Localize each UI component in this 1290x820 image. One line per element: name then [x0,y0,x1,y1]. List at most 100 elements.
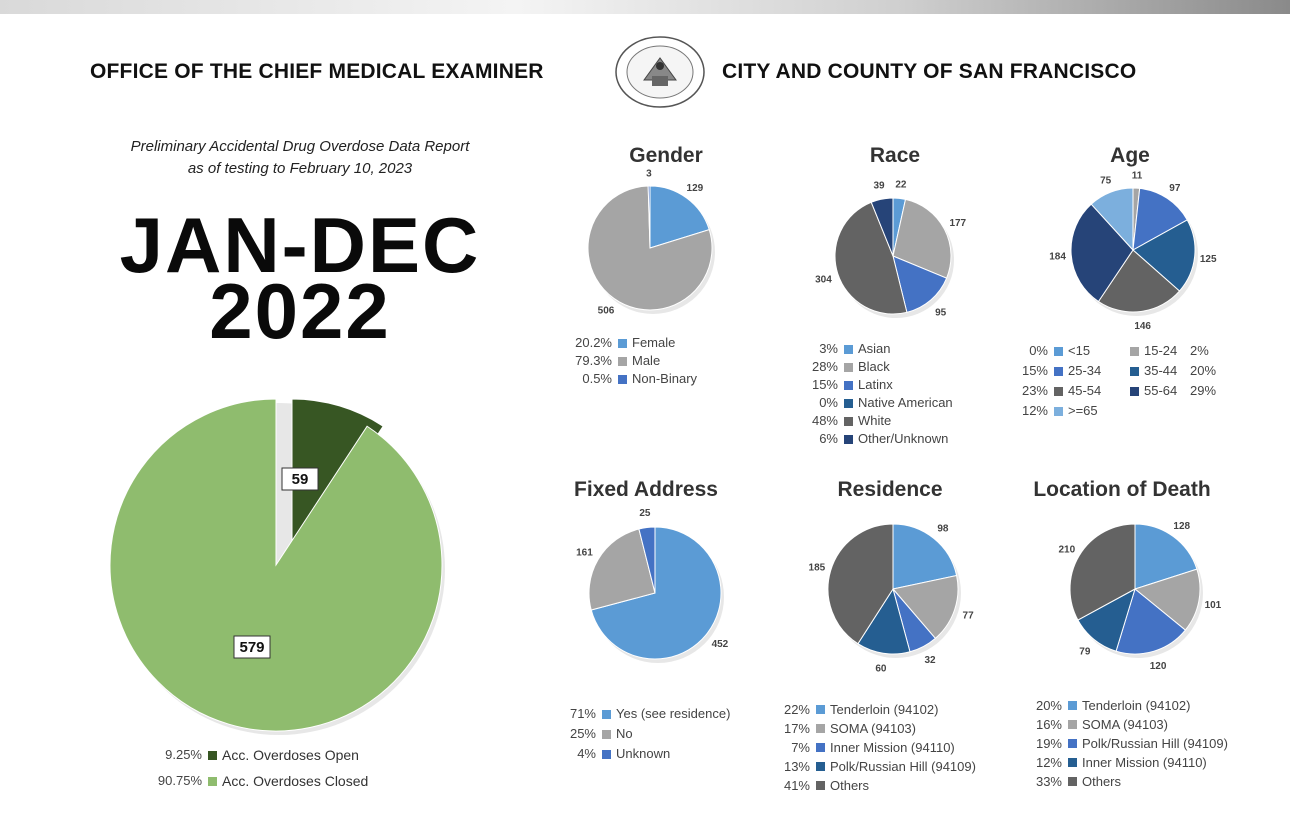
legend-swatch [1130,386,1139,396]
legend-swatch [816,724,825,733]
legend-row: 15% Latinx [790,376,953,394]
status-value-label-0: 59 [292,471,309,488]
legend-swatch [1054,366,1063,376]
legend-swatch [844,398,853,408]
age-value-label-6: 75 [1100,175,1112,186]
address-value-label-1: 161 [576,547,593,558]
location-slice-2 [1115,588,1187,655]
race-slice-1 [892,198,952,279]
legend-percent: 41% [783,777,810,793]
legend-percent: 28% [811,359,838,374]
legend-item: 15-24 2% [1130,342,1209,360]
legend-row: 15% 25-34 35-44 20% [1020,361,1216,381]
legend-label: SOMA (94103) [830,720,916,736]
legend-swatch [618,338,627,348]
legend-row: 71% Yes (see residence) [560,704,730,724]
legend-label: Inner Mission (94110) [1082,754,1207,770]
legend-row: 0.5% Non-Binary [560,370,697,388]
legend-percent: 22% [783,701,810,717]
race-slice-5 [870,197,894,257]
legend-label: 25-34 [1068,363,1102,378]
location-pie: 128 101 120 79 210 [1059,521,1222,672]
legend-row: 9.25% Acc. Overdoses Open [150,742,368,768]
gender-slice-1 [587,185,713,311]
legend-percent: 7% [791,739,810,755]
residence-value-label-1: 77 [963,610,975,621]
legend-swatch [1130,346,1139,356]
legend-item: 15% 25-34 [1020,362,1130,380]
legend-percent: 20% [1190,363,1217,378]
legend-row: 20% Tenderloin (94102) [1030,696,1228,715]
report-period: JAN-DEC 2022 [80,206,520,355]
legend-swatch [1068,701,1077,710]
race-slice-2 [892,255,948,313]
location-value-label-1: 101 [1205,600,1222,611]
residence-chart-title: Residence [837,478,943,501]
legend-label: 45-54 [1068,383,1102,398]
status-slice-1 [109,398,443,732]
legend-label: Tenderloin (94102) [830,701,939,717]
address-slice-1 [588,528,656,611]
location-slice-4 [1069,523,1136,621]
legend-swatch [618,374,627,384]
legend-row: 19% Polk/Russian Hill (94109) [1030,734,1228,753]
legend-label: Polk/Russian Hill (94109) [1082,735,1228,751]
report-subtitle-line1: Preliminary Accidental Drug Overdose Dat… [130,138,470,155]
gender-slice-0 [649,185,710,249]
legend-swatch [816,743,825,752]
legend-label: >=65 [1068,403,1098,418]
location-legend: 20% Tenderloin (94102) 16% SOMA (94103) 19% P… [1030,696,1228,791]
legend-percent: 90.75% [157,773,202,788]
age-value-label-1: 11 [1132,170,1143,181]
legend-swatch [1054,386,1063,396]
legend-label: <15 [1068,343,1091,358]
legend-label: Latinx [858,377,893,392]
legend-percent: 4% [577,746,596,761]
legend-swatch [602,709,611,719]
legend-swatch [208,750,217,760]
residence-value-label-2: 32 [925,655,937,666]
age-slice-4 [1097,249,1181,313]
legend-label: Asian [858,341,891,356]
legend-item: 23% 45-54 [1020,382,1130,400]
legend-percent: 12% [1035,754,1062,770]
legend-swatch [618,356,627,366]
legend-label: Polk/Russian Hill (94109) [830,758,976,774]
residence-slice-4 [827,523,894,645]
legend-row: 0% Native American [790,394,952,412]
legend-label: Tenderloin (94102) [1082,697,1191,713]
legend-row: 3% Asian [790,340,953,358]
legend-row: 20.2% Female [560,334,697,352]
legend-row: 28% Black [790,358,953,376]
race-value-label-2: 95 [935,307,947,318]
legend-swatch [816,762,825,771]
legend-swatch [1068,777,1077,786]
address-slice-0 [590,526,722,660]
legend-swatch [1068,720,1077,729]
legend-swatch [844,416,853,426]
legend-label: Female [632,335,676,350]
legend-item: 55-64 29% [1130,382,1216,400]
age-value-label-3: 125 [1200,254,1217,265]
legend-swatch [1130,366,1139,376]
report-subtitle-line2: as of testing to February 10, 2023 [187,160,413,177]
report-period-line2: 2022 [209,267,391,355]
legend-swatch [844,362,853,372]
status-value-label-1: 579 [239,639,264,656]
legend-percent: 0% [819,395,838,410]
age-value-label-5: 184 [1049,252,1066,263]
legend-label: Others [1082,773,1122,789]
race-pie: 22 177 95 304 39 [815,179,966,318]
legend-label: Inner Mission (94110) [830,739,955,755]
legend-swatch [1054,346,1063,356]
legend-label: 55-64 [1144,383,1178,398]
location-chart-title: Location of Death [1033,478,1211,501]
gender-value-label-0: 129 [687,183,704,194]
race-chart-title: Race [869,144,921,167]
legend-row: 23% 45-54 55-64 29% [1020,381,1216,401]
legend-percent: 13% [783,758,810,774]
race-value-label-1: 177 [949,218,966,229]
legend-row: 12% >=65 [1020,401,1216,421]
residence-slice-0 [892,523,958,590]
gender-slice-2 [647,185,651,249]
